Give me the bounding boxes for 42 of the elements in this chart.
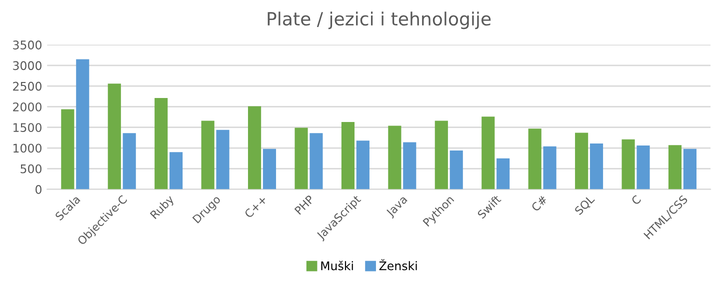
legend-label: Muški [321,260,353,270]
bar [201,120,214,190]
bar [294,128,308,190]
bar [528,128,542,190]
bar [170,152,183,190]
bar [636,146,650,190]
chart-title: Plate / jezici i tehnologije [268,12,491,30]
bar [154,98,168,190]
bar [248,106,262,190]
y-tick-label: 2000 [13,102,42,112]
y-tick-label: 3500 [13,40,42,50]
y-tick-label: 500 [20,164,42,174]
bar [543,146,556,190]
bar [61,109,74,190]
legend-label: Ženski [379,259,417,270]
y-tick-label: 1500 [14,123,42,132]
bar [683,148,696,190]
bar [668,145,682,190]
bar [262,148,276,190]
bar [622,139,635,190]
bar [482,116,495,190]
bar [356,140,370,190]
y-tick-label: 2500 [13,82,42,91]
bar [341,122,355,190]
bar [122,133,136,190]
x-tick-label: SQL [574,194,596,216]
bar [388,126,402,190]
bar [76,59,90,190]
y-tick-label: 0 [36,185,42,194]
x-tick-label: C# [530,194,548,212]
bar [108,84,121,190]
bar [403,142,416,190]
y-tick-label: 1000 [14,144,42,153]
bar [590,143,604,190]
bar [450,150,463,190]
bar [496,158,510,190]
x-tick-label: C [630,194,642,206]
bar [216,130,230,190]
y-tick-label: 3000 [13,61,42,70]
bar [575,132,588,190]
bar [434,120,448,190]
bar [310,133,323,190]
